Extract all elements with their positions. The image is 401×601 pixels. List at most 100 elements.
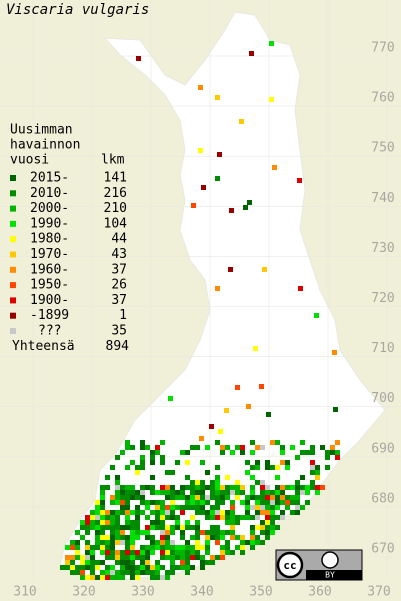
observation-square	[240, 500, 245, 505]
legend-label: 1950-	[30, 278, 69, 293]
observation-square	[245, 460, 250, 465]
observation-square	[70, 545, 75, 550]
observation-square	[270, 440, 275, 445]
observation-square	[185, 500, 190, 505]
observation-square	[110, 520, 115, 525]
observation-square	[290, 485, 295, 490]
observation-square	[180, 545, 185, 550]
observation-square	[135, 515, 140, 520]
observation-square	[85, 575, 90, 580]
observation-square	[190, 490, 195, 495]
observation-square	[300, 485, 305, 490]
observation-square	[175, 490, 180, 495]
observation-square	[195, 490, 200, 495]
observation-square	[100, 510, 105, 515]
observation-square	[210, 555, 215, 560]
x-coord-label: 360	[308, 585, 331, 600]
observation-square	[160, 555, 165, 560]
observation-square	[315, 465, 320, 470]
observation-square	[224, 408, 229, 413]
observation-square	[215, 485, 220, 490]
observation-square	[262, 267, 267, 272]
observation-square	[165, 505, 170, 510]
observation-square	[145, 545, 150, 550]
legend-count-heading: lkm	[101, 153, 125, 168]
observation-square	[265, 505, 270, 510]
observation-square	[185, 545, 190, 550]
observation-square	[255, 535, 260, 540]
observation-square	[140, 455, 145, 460]
observation-square	[160, 505, 165, 510]
observation-square	[250, 485, 255, 490]
observation-square	[250, 515, 255, 520]
observation-square	[135, 520, 140, 525]
observation-square	[125, 495, 130, 500]
observation-square	[140, 490, 145, 495]
observation-square	[230, 485, 235, 490]
observation-square	[60, 565, 65, 570]
observation-square	[130, 530, 135, 535]
observation-square	[135, 575, 140, 580]
observation-square	[170, 515, 175, 520]
observation-square	[230, 450, 235, 455]
observation-square	[100, 495, 105, 500]
observation-square	[285, 465, 290, 470]
observation-square	[190, 565, 195, 570]
observation-square	[115, 490, 120, 495]
observation-square	[155, 500, 160, 505]
observation-square	[250, 475, 255, 480]
observation-square	[215, 440, 220, 445]
observation-square	[130, 550, 135, 555]
observation-square	[125, 540, 130, 545]
observation-square	[180, 490, 185, 495]
observation-square	[280, 450, 285, 455]
observation-square	[298, 286, 303, 291]
observation-square	[235, 385, 240, 390]
observation-square	[235, 535, 240, 540]
observation-square	[210, 525, 215, 530]
observation-square	[80, 535, 85, 540]
observation-square	[260, 510, 265, 515]
observation-square	[300, 490, 305, 495]
observation-square	[255, 525, 260, 530]
observation-square	[295, 505, 300, 510]
observation-square	[295, 455, 300, 460]
observation-square	[190, 505, 195, 510]
observation-square	[275, 490, 280, 495]
observation-square	[130, 540, 135, 545]
observation-square	[310, 485, 315, 490]
observation-square	[205, 540, 210, 545]
observation-square	[310, 460, 315, 465]
observation-square	[136, 56, 141, 61]
legend-swatch	[10, 205, 16, 212]
legend-label: 1980-	[30, 232, 69, 247]
observation-square	[190, 525, 195, 530]
observation-square	[195, 545, 200, 550]
observation-square	[165, 570, 170, 575]
observation-square	[200, 480, 205, 485]
observation-square	[125, 520, 130, 525]
observation-square	[115, 455, 120, 460]
x-coord-label: 370	[367, 585, 390, 600]
observation-square	[165, 490, 170, 495]
observation-square	[175, 555, 180, 560]
observation-square	[150, 500, 155, 505]
observation-square	[140, 530, 145, 535]
observation-square	[310, 445, 315, 450]
observation-square	[215, 540, 220, 545]
observation-square	[265, 515, 270, 520]
observation-square	[320, 445, 325, 450]
observation-square	[165, 510, 170, 515]
observation-square	[315, 475, 320, 480]
observation-square	[220, 530, 225, 535]
observation-square	[314, 313, 319, 318]
observation-square	[305, 490, 310, 495]
observation-square	[280, 485, 285, 490]
observation-square	[155, 445, 160, 450]
observation-square	[250, 465, 255, 470]
legend-swatch	[10, 190, 16, 197]
observation-square	[185, 540, 190, 545]
observation-square	[90, 570, 95, 575]
legend-swatch	[10, 312, 16, 319]
observation-square	[315, 490, 320, 495]
